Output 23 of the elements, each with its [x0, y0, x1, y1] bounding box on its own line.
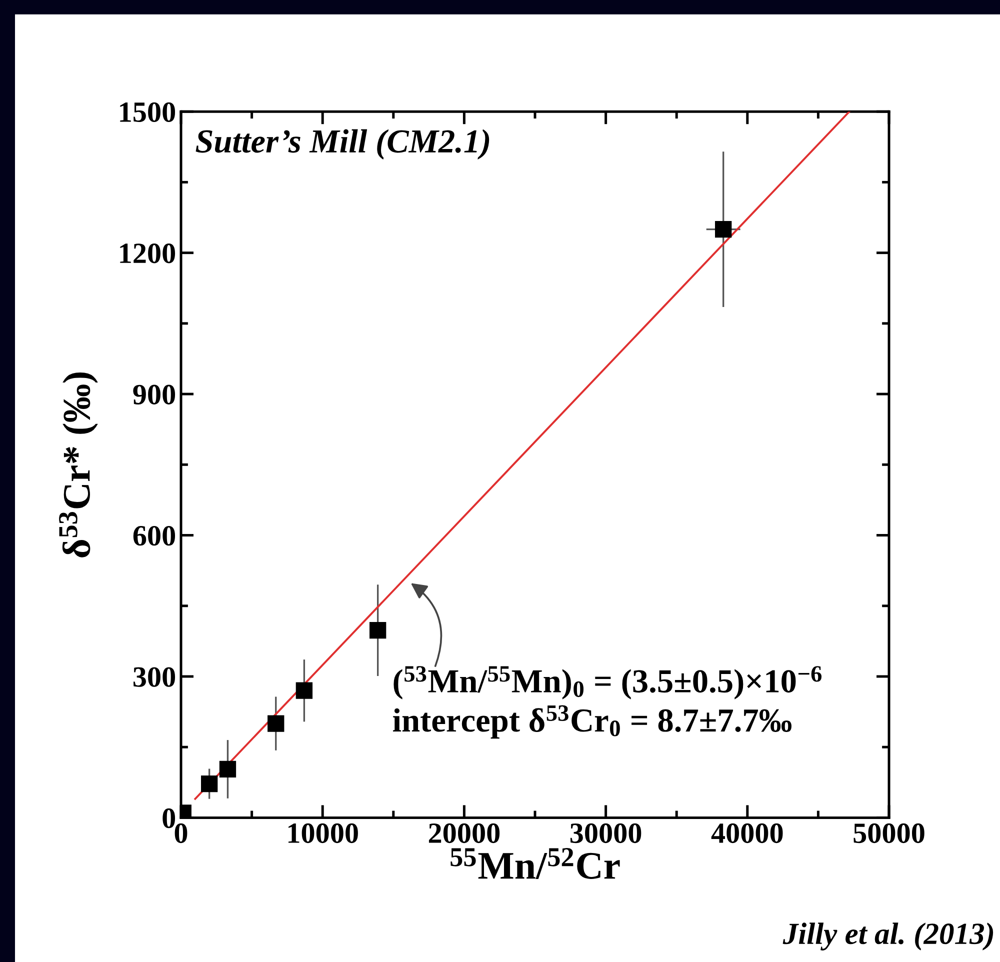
y-tick-label: 1500: [120, 102, 176, 122]
x-tick-label: 50000: [854, 823, 924, 844]
y-tick-label: 0: [162, 808, 176, 828]
annotation: Sutter’s Mill (CM2.1): [196, 129, 490, 160]
y-tick-label: 1200: [120, 244, 176, 264]
point: [200, 775, 218, 792]
y-tick-label: 600: [133, 526, 176, 546]
x-axis-title: $^{55}$Mn/$^{52}$Cr: [450, 848, 620, 879]
point: [268, 715, 284, 732]
annotation: ($^{53}$Mn/$^{55}$Mn)$_{0}$ = (3.5±0.5)×10$^{−6}$: [394, 666, 822, 700]
x-tick-label: 40000: [711, 823, 783, 844]
x-tick-label: 20000: [428, 823, 500, 844]
point: [296, 682, 313, 699]
y-tick-label: 300: [133, 667, 176, 687]
point: [219, 760, 236, 778]
annotation: intercept δ$^{53}$Cr$_{0}$ = 8.7±7.7‰: [392, 705, 792, 739]
y-axis-title: δ$^{53}$Cr* (‰): [59, 372, 98, 558]
point: [714, 220, 732, 238]
x-tick-label: 30000: [570, 823, 642, 844]
point: [369, 622, 386, 639]
text: Jilly et al. (2013): [782, 922, 994, 950]
x-tick-label: 10000: [288, 823, 358, 844]
y-tick-label: 900: [133, 384, 176, 404]
